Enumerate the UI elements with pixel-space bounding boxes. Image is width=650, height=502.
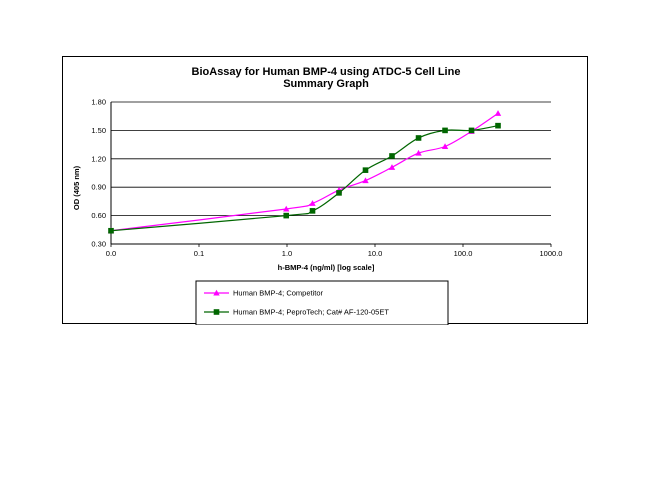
legend-box xyxy=(195,280,449,325)
x-axis-label: h-BMP-4 (ng/ml) [log scale] xyxy=(278,263,375,272)
series-1-point xyxy=(362,177,369,184)
legend-label-1: Human BMP-4; Competitor xyxy=(233,289,324,298)
series-1-point xyxy=(494,110,502,116)
plot-area: 0.30 0.60 0.90 1.20 1.50 1.80 0.0 0.1 1.0 10.0 100… xyxy=(91,98,562,259)
y-tick-label: 0.60 xyxy=(91,211,106,220)
x-tick-label: 10.0 xyxy=(368,249,383,258)
series-1-point xyxy=(441,143,449,150)
series-2-point xyxy=(108,227,114,234)
x-tick-label: 100.0 xyxy=(454,249,473,258)
series-2-point xyxy=(415,135,422,141)
series-1-point xyxy=(388,164,396,170)
y-axis-label: OD (405 nm) xyxy=(72,165,81,210)
series-1-point xyxy=(309,200,316,206)
series-2-point xyxy=(362,167,369,173)
x-tick-label: 0.1 xyxy=(194,249,204,258)
chart-frame: BioAssay for Human BMP-4 using ATDC-5 Ce… xyxy=(62,56,588,325)
legend: Human BMP-4; Competitor Human BMP-4; Pepr… xyxy=(195,280,449,325)
series-2-point xyxy=(442,127,448,134)
series-2-point xyxy=(389,153,395,159)
chart-subtitle: Summary Graph xyxy=(283,78,369,90)
y-tick-label: 1.20 xyxy=(91,154,106,163)
legend-label-2: Human BMP-4; PeproTech; Cat# AF-120-05ET xyxy=(233,308,389,317)
series-line-2 xyxy=(110,125,499,232)
series-1-point xyxy=(283,205,290,212)
series-2-point xyxy=(283,212,290,219)
x-tick-label: 0.0 xyxy=(106,249,116,258)
x-tick-label: 1000.0 xyxy=(540,249,563,258)
series-2-point xyxy=(495,122,501,129)
series-2-point xyxy=(309,208,316,214)
y-tick-label: 0.30 xyxy=(91,240,106,249)
series-2-point xyxy=(336,190,342,196)
series-2-point xyxy=(468,127,475,134)
legend-marker-1 xyxy=(213,289,220,296)
series-1-point xyxy=(415,149,422,156)
chart-title: BioAssay for Human BMP-4 using ATDC-5 Ce… xyxy=(192,66,461,78)
x-tick-label: 1.0 xyxy=(282,249,292,258)
y-tick-label: 0.90 xyxy=(91,183,106,192)
chart-svg: BioAssay for Human BMP-4 using ATDC-5 Ce… xyxy=(72,66,562,325)
y-tick-label: 1.80 xyxy=(91,98,106,107)
legend-marker-2 xyxy=(213,309,220,315)
y-tick-label: 1.50 xyxy=(91,126,106,135)
